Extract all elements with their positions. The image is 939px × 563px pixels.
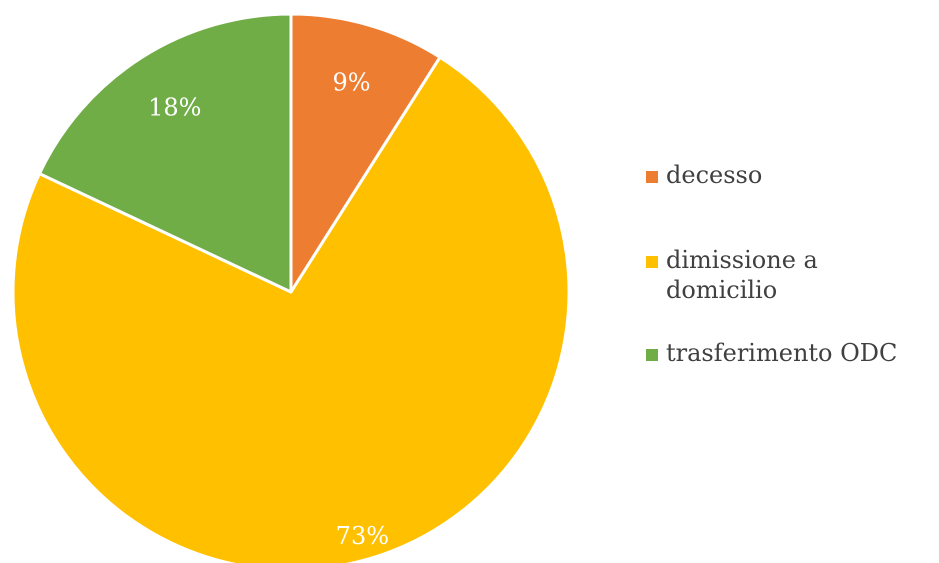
pie-label-decesso: 9% <box>332 68 370 96</box>
legend-swatch-trasferimento-odc <box>646 349 658 361</box>
legend-item-decesso: decesso <box>646 160 926 190</box>
pie-slice-dimissione-a-domicilio <box>11 55 571 563</box>
pie-slice-trasferimento-odc <box>37 12 293 294</box>
legend-swatch-dimissione-a-domicilio <box>646 256 658 268</box>
pie-chart: 9% 73% 18% <box>11 12 571 563</box>
legend-swatch-decesso <box>646 171 658 183</box>
pie-label-dimissione-a-domicilio: 73% <box>336 522 389 550</box>
legend-item-trasferimento-odc: trasferimento ODC <box>646 338 926 368</box>
pie-slice-decesso <box>289 12 442 294</box>
legend-label-dimissione-a-domicilio: dimissione a domicilio <box>666 246 818 304</box>
pie-label-trasferimento-odc: 18% <box>148 93 201 121</box>
legend-label-decesso: decesso <box>666 161 763 189</box>
legend-item-dimissione-a-domicilio: dimissione a domicilio <box>646 245 926 305</box>
legend-label-trasferimento-odc: trasferimento ODC <box>666 339 898 367</box>
